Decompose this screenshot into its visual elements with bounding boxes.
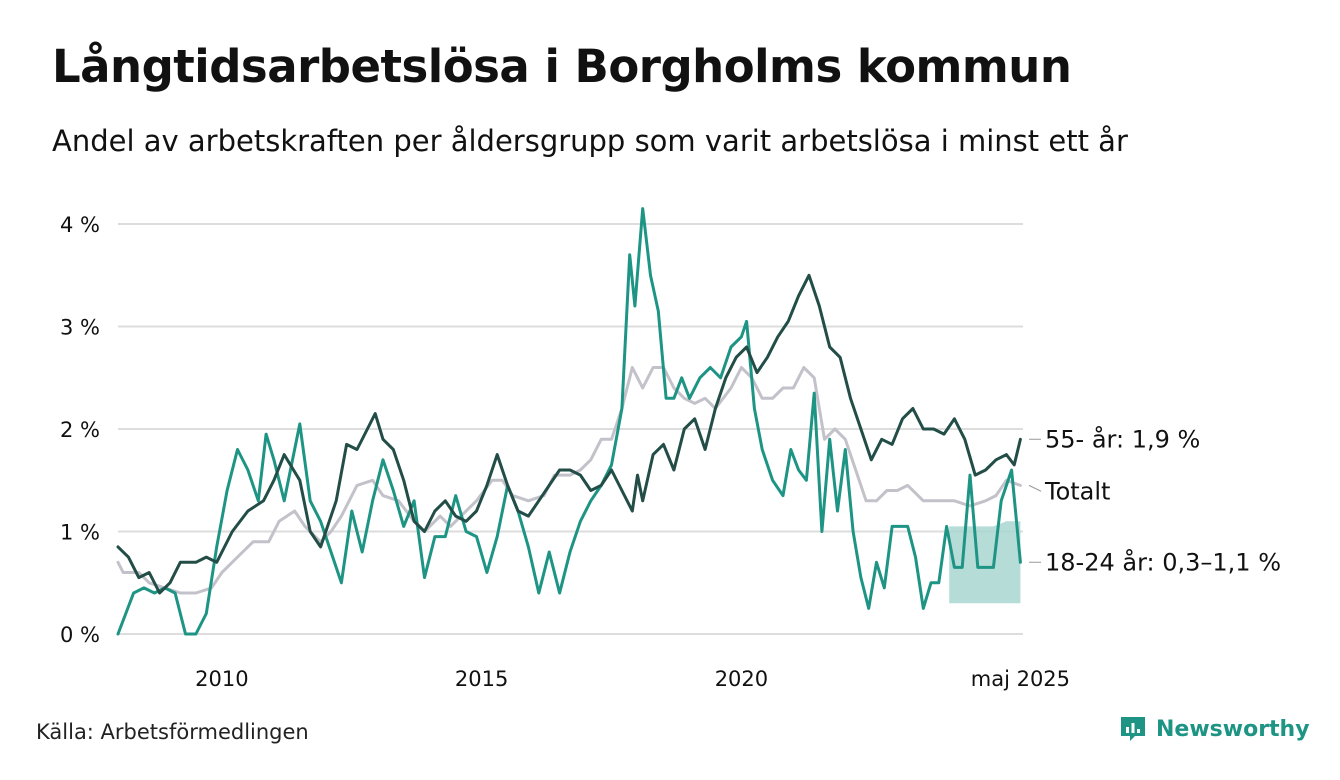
x-tick-label: 2015: [455, 667, 508, 691]
newsworthy-logo-icon: [1121, 717, 1145, 741]
y-tick-label: 2 %: [60, 418, 100, 442]
x-tick-label: maj 2025: [971, 667, 1070, 691]
y-tick-label: 1 %: [60, 521, 100, 545]
source-note: Källa: Arbetsförmedlingen: [36, 720, 309, 744]
series-line-totalt: [116, 366, 1022, 595]
chart-subtitle: Andel av arbetskraften per åldersgrupp s…: [52, 124, 1128, 158]
end-label-connector: [1028, 484, 1042, 492]
y-tick-label: 3 %: [60, 316, 100, 340]
end-label: Totalt: [1044, 477, 1110, 505]
x-tick-label: 2020: [715, 667, 768, 691]
x-tick-label: 2010: [195, 667, 248, 691]
end-label: 55- år: 1,9 %: [1045, 424, 1200, 453]
brand-logo[interactable]: Newsworthy: [1118, 714, 1310, 744]
series-line-18-24-r: [116, 207, 1022, 636]
end-label: 18-24 år: 0,3–1,1 %: [1045, 547, 1281, 576]
line-chart: 55- år: 1,9 % Totalt 18-24 år: 0,3–1,1 % 0…: [60, 207, 1281, 691]
uncertainty-band-group: [949, 521, 1021, 604]
axis-labels: 0 % 1 % 2 % 3 % 4 % 2010 2015 2020 maj 2025: [60, 213, 1070, 691]
end-labels: 55- år: 1,9 % Totalt 18-24 år: 0,3–1,1 %: [1028, 424, 1281, 576]
chart-title: Långtidsarbetslösa i Borgholms kommun: [52, 40, 1072, 93]
series-line-55-r: [116, 273, 1022, 595]
gridlines: [118, 223, 1023, 635]
brand-name: Newsworthy: [1156, 716, 1310, 742]
y-tick-label: 0 %: [60, 623, 100, 647]
uncertainty-band: [949, 521, 1021, 604]
series-lines: [116, 207, 1022, 636]
y-tick-label: 4 %: [60, 213, 100, 237]
